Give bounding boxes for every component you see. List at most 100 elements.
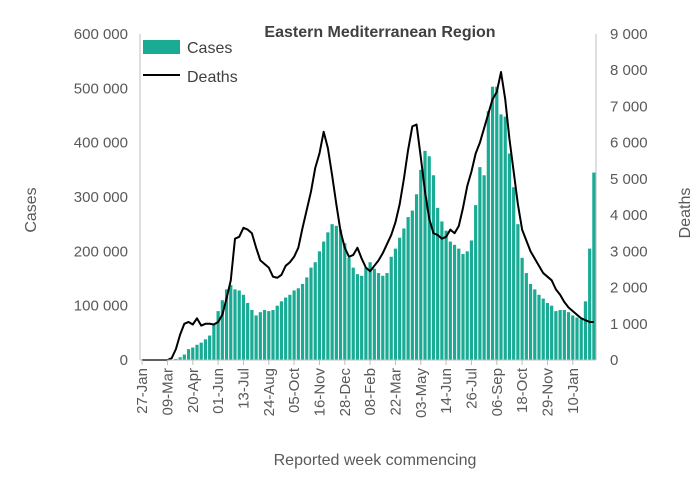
cases-bar (554, 311, 557, 360)
x-axis-tick-label: 03-May (413, 368, 430, 419)
cases-bar (263, 310, 266, 360)
y-axis-left-tick-label: 200 000 (74, 243, 128, 260)
x-axis-tick-label: 20-Apr (185, 368, 202, 413)
cases-bar (347, 258, 350, 360)
cases-bar (407, 217, 410, 360)
cases-bar (204, 339, 207, 360)
cases-bar (280, 301, 283, 360)
cases-bar (449, 242, 452, 360)
x-axis-tick-label: 24-Aug (261, 368, 278, 416)
cases-bar (195, 345, 198, 360)
cases-bar (537, 295, 540, 360)
cases-bar (301, 284, 304, 360)
x-axis-tick-label: 29-Nov (539, 368, 556, 417)
cases-bar (255, 315, 258, 360)
cases-bar (461, 254, 464, 360)
cases-bar (563, 310, 566, 360)
cases-bar (326, 232, 329, 360)
x-axis-tick-label: 22-Mar (387, 368, 404, 416)
cases-bar (559, 310, 562, 360)
cases-bar (322, 242, 325, 360)
cases-bar (567, 312, 570, 360)
cases-bar (483, 175, 486, 360)
cases-bar (208, 336, 211, 360)
x-axis-title: Reported week commencing (274, 452, 477, 469)
x-axis-tick-label: 13-Jul (235, 368, 252, 409)
y-axis-right-tick-label: 6 000 (610, 135, 648, 152)
cases-bar (259, 312, 262, 360)
cases-bar (309, 268, 312, 360)
y-axis-left-tick-label: 400 000 (74, 135, 128, 152)
x-axis-tick-label: 06-Sep (489, 368, 506, 416)
y-axis-right-title: Deaths (677, 188, 694, 239)
cases-bar (411, 211, 414, 360)
cases-bar (212, 325, 215, 360)
cases-bar (284, 298, 287, 360)
cases-bar (491, 87, 494, 360)
cases-bar (521, 258, 524, 360)
legend-deaths-label: Deaths (187, 69, 238, 86)
x-axis-tick-label: 05-Oct (286, 367, 303, 413)
cases-bar (394, 249, 397, 360)
cases-bar (402, 229, 405, 360)
cases-bar (271, 310, 274, 360)
cases-bar (495, 87, 498, 360)
y-axis-left-tick-label: 100 000 (74, 298, 128, 315)
cases-bar (381, 276, 384, 360)
cases-bar (229, 285, 232, 360)
cases-bar (592, 173, 595, 360)
cases-bar (373, 269, 376, 360)
x-axis-tick-label: 10-Jan (565, 368, 582, 414)
y-axis-right-tick-label: 4 000 (610, 207, 648, 224)
cases-bar (580, 319, 583, 360)
cases-bar (314, 262, 317, 360)
cases-bar (432, 175, 435, 360)
x-axis-tick-label: 09-Mar (159, 368, 176, 416)
x-axis-tick-label: 08-Feb (362, 368, 379, 416)
cases-bar (457, 249, 460, 360)
cases-bar (419, 170, 422, 360)
cases-bar (584, 301, 587, 360)
cases-bar (546, 303, 549, 360)
cases-bar (356, 274, 359, 360)
cases-bar (575, 318, 578, 360)
y-axis-right-tick-label: 3 000 (610, 243, 648, 260)
y-axis-left-tick-label: 500 000 (74, 80, 128, 97)
cases-bar (276, 306, 279, 360)
cases-bar (390, 257, 393, 360)
y-axis-right-tick-label: 9 000 (610, 26, 648, 43)
cases-bar (453, 245, 456, 360)
cases-bar (238, 290, 241, 360)
cases-bar (428, 156, 431, 360)
x-axis-tick-label: 14-Jun (438, 368, 455, 414)
y-axis-left-tick-label: 0 (120, 352, 128, 369)
cases-bar (487, 111, 490, 360)
legend-cases-label: Cases (187, 40, 232, 57)
cases-bar (242, 295, 245, 360)
cases-bar (331, 224, 334, 360)
cases-bar (516, 224, 519, 360)
cases-bar (364, 268, 367, 360)
x-axis-tick-label: 18-Oct (514, 367, 531, 413)
cases-bar (398, 238, 401, 360)
cases-bar (187, 349, 190, 360)
cases-bar (360, 276, 363, 360)
cases-bar (293, 290, 296, 360)
cases-bar (305, 277, 308, 360)
y-axis-left-tick-label: 300 000 (74, 189, 128, 206)
cases-bar (571, 315, 574, 360)
y-axis-right-tick-label: 8 000 (610, 62, 648, 79)
cases-bar (445, 231, 448, 360)
cases-bar (508, 154, 511, 360)
cases-bar (183, 355, 186, 360)
cases-bar (436, 208, 439, 360)
y-axis-right-tick-label: 0 (610, 352, 618, 369)
cases-bar (550, 306, 553, 360)
cases-bar (525, 273, 528, 360)
cases-bar (542, 299, 545, 360)
cases-bar (335, 226, 338, 360)
y-axis-right-tick-label: 7 000 (610, 98, 648, 115)
cases-bar (318, 251, 321, 360)
